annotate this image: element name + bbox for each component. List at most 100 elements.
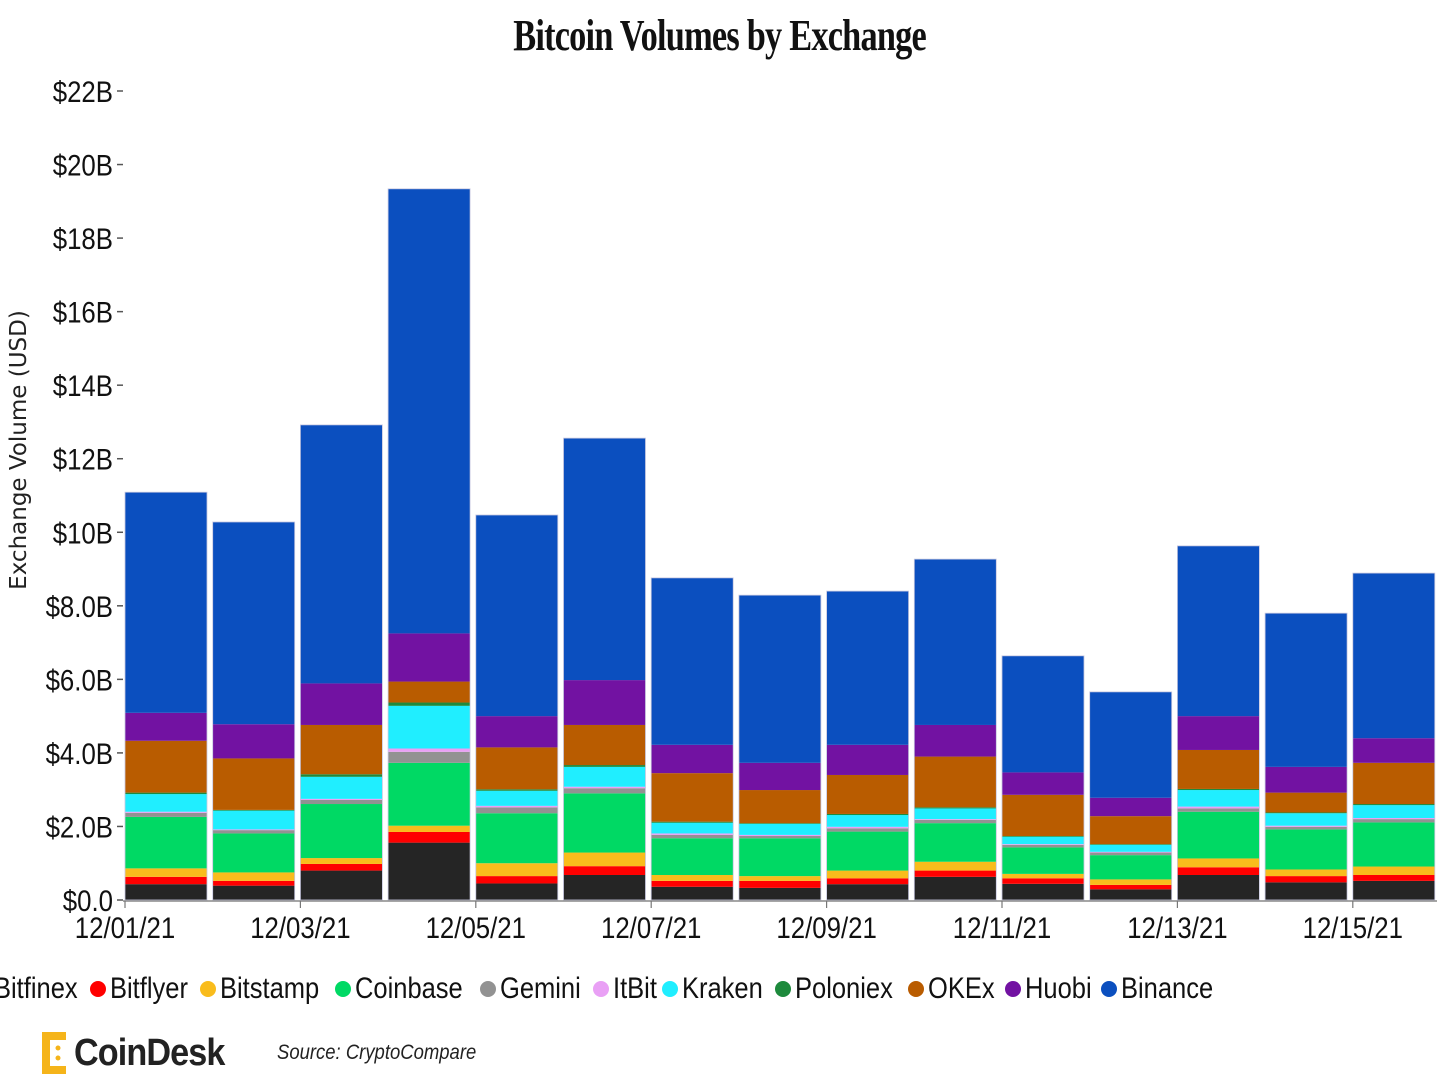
- legend-item-bitstamp[interactable]: Bitstamp: [200, 972, 329, 1006]
- bar-segment-itbit: [1002, 844, 1084, 845]
- bar-segment-bitstamp: [826, 870, 909, 879]
- bar-stack-12-10-21: [913, 558, 997, 901]
- bar-outline: [913, 558, 997, 901]
- legend-item-okex[interactable]: OKEx: [908, 972, 998, 1006]
- bar-segment-okex: [1002, 794, 1084, 837]
- legend-label: ItBit: [612, 972, 657, 1005]
- bar-segment-okex: [1089, 816, 1172, 845]
- bar-outline: [387, 188, 471, 901]
- legend-swatch-icon: [908, 981, 925, 997]
- legend-label: Bitfinex: [0, 972, 78, 1005]
- bar-segment-itbit: [563, 786, 646, 789]
- bar-segment-bitflyer: [914, 870, 997, 877]
- y-tick-label: $8.0B: [46, 590, 113, 623]
- bar-segment-huobi: [914, 724, 997, 757]
- bar-segment-gemini: [1352, 819, 1435, 823]
- bar-segment-bitstamp: [300, 858, 383, 864]
- source-note: Source: CryptoCompare: [277, 1041, 477, 1064]
- bar-stack-12-09-21: [826, 590, 909, 901]
- bar-outline: [1177, 545, 1260, 901]
- bar-segment-bitstamp: [125, 868, 207, 877]
- bar-segment-bitflyer: [826, 878, 909, 885]
- bar-stack-12-07-21: [650, 577, 734, 901]
- legend-label: Huobi: [1024, 972, 1092, 1005]
- bar-segment-huobi: [300, 683, 383, 725]
- y-axis-label: Exchange Volume (USD): [6, 310, 32, 590]
- bar-segment-bitflyer: [1089, 884, 1172, 890]
- bar-segment-huobi: [125, 712, 207, 741]
- legend-item-bitflyer[interactable]: Bitflyer: [90, 972, 194, 1006]
- bar-segment-okex: [1265, 792, 1348, 813]
- bar-segment-poloniex: [1002, 836, 1084, 837]
- bar-segment-gemini: [388, 751, 471, 763]
- bar-segment-bitfinex: [475, 883, 558, 900]
- bar-segment-gemini: [300, 799, 383, 805]
- legend-item-huobi[interactable]: Huobi: [1004, 972, 1095, 1006]
- legend-item-bitfinex[interactable]: Bitfinex: [0, 972, 84, 1006]
- x-tick-label: 12/03/21: [250, 911, 350, 944]
- bar-segment-bitfinex: [738, 887, 821, 900]
- legend-item-coinbase[interactable]: Coinbase: [334, 972, 474, 1006]
- bar-stack-12-04-21: [387, 188, 471, 901]
- bar-segment-gemini: [1177, 808, 1260, 812]
- legend-item-itbit[interactable]: ItBit: [592, 972, 657, 1006]
- legend-label: Bitflyer: [110, 972, 189, 1005]
- bar-segment-poloniex: [475, 789, 558, 791]
- legend-item-kraken[interactable]: Kraken: [662, 972, 769, 1006]
- bar-segment-poloniex: [388, 702, 471, 706]
- bar-segment-bitflyer: [1265, 876, 1348, 883]
- x-tick-label: 12/09/21: [776, 911, 876, 944]
- bar-segment-bitflyer: [1352, 874, 1435, 881]
- bar-stack-12-08-21: [738, 594, 822, 901]
- legend-label: Gemini: [499, 972, 581, 1005]
- bar-segment-kraken: [300, 776, 383, 799]
- bar-segment-binance: [388, 188, 471, 634]
- bar-segment-kraken: [826, 815, 909, 827]
- bars-layer: [124, 188, 1436, 901]
- bar-segment-binance: [563, 438, 646, 681]
- bar-segment-bitfinex: [212, 885, 295, 900]
- legend-swatch-icon: [592, 981, 609, 997]
- legend-item-binance[interactable]: Binance: [1101, 972, 1221, 1006]
- legend-item-gemini[interactable]: Gemini: [479, 972, 587, 1006]
- bar-segment-okex: [125, 740, 207, 793]
- bar-segment-kraken: [125, 794, 207, 812]
- bar-segment-huobi: [212, 724, 295, 759]
- y-tick-label: $4.0B: [46, 737, 113, 770]
- bar-segment-gemini: [1265, 826, 1348, 830]
- bar-stack-12-14-21: [1264, 612, 1348, 901]
- bar-segment-bitflyer: [388, 831, 471, 843]
- legend-label: Coinbase: [354, 972, 463, 1005]
- coindesk-logo-text: CoinDesk: [74, 1031, 225, 1074]
- bar-segment-coinbase: [651, 838, 734, 875]
- bar-segment-poloniex: [826, 813, 909, 816]
- bar-segment-binance: [1002, 655, 1084, 773]
- bar-segment-itbit: [1177, 806, 1260, 809]
- y-axis: $0.0 $2.0B $4.0B $6.0B $8.0B $10B $12B $14B $16B…: [46, 75, 123, 917]
- bar-segment-huobi: [826, 744, 909, 775]
- bar-segment-bitfinex: [125, 884, 207, 900]
- bar-outline: [212, 521, 296, 901]
- y-tick-label: $0.0: [63, 884, 113, 917]
- bar-segment-okex: [1177, 749, 1260, 789]
- bar-segment-huobi: [563, 680, 646, 725]
- bar-segment-gemini: [563, 788, 646, 794]
- bar-segment-okex: [1352, 762, 1435, 805]
- legend-swatch-icon: [479, 981, 496, 997]
- bar-segment-coinbase: [1177, 811, 1260, 859]
- bar-segment-bitstamp: [1265, 869, 1348, 877]
- bar-segment-coinbase: [125, 816, 207, 869]
- y-tick-label: $16B: [53, 296, 113, 329]
- bar-segment-itbit: [300, 798, 383, 800]
- bar-segment-bitflyer: [212, 880, 295, 886]
- legend-swatch-icon: [775, 981, 792, 997]
- legend-item-poloniex[interactable]: Poloniex: [775, 972, 902, 1006]
- bar-segment-bitstamp: [1089, 879, 1172, 885]
- bar-segment-kraken: [212, 810, 295, 830]
- bar-segment-itbit: [475, 805, 558, 808]
- bar-segment-itbit: [651, 833, 734, 835]
- bar-segment-bitflyer: [125, 876, 207, 885]
- bar-segment-coinbase: [738, 838, 821, 877]
- bar-outline: [1264, 612, 1348, 901]
- legend-label: Bitstamp: [220, 972, 320, 1005]
